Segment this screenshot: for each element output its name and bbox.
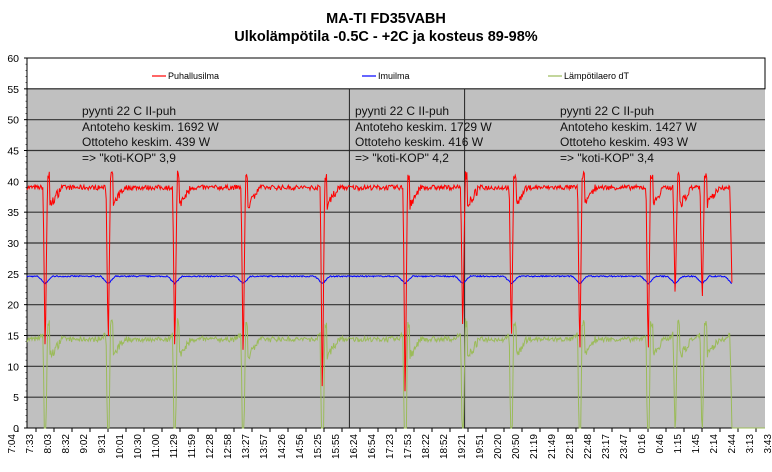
series-line-imuilma — [26, 274, 732, 285]
x-tick-label: 1:45 — [691, 434, 702, 454]
x-tick-label: 13:57 — [259, 434, 270, 459]
series-line-puhallusilma — [26, 170, 733, 392]
x-tick-label: 23:17 — [601, 434, 612, 459]
x-tick-label: 12:58 — [223, 434, 234, 459]
x-tick-label: 16:24 — [349, 434, 360, 459]
y-tick-label: 45 — [7, 146, 19, 158]
x-tick-label: 8:32 — [61, 434, 72, 454]
x-tick-label: 20:20 — [493, 434, 504, 459]
x-tick-label: 15:25 — [313, 434, 324, 459]
annotation-line: Antoteho keskim. 1729 W — [355, 119, 492, 134]
annotation-line: Ottoteho keskim. 439 W — [82, 135, 211, 149]
x-tick-label: 7:33 — [25, 434, 36, 454]
y-tick-label: 50 — [7, 115, 19, 127]
annotation-line: Antoteho keskim. 1427 W — [560, 119, 697, 134]
y-tick-label: 15 — [7, 331, 19, 343]
y-tick-label: 40 — [7, 176, 19, 188]
x-tick-label: 3:13 — [745, 434, 756, 454]
x-tick-label: 3:43 — [763, 434, 772, 454]
y-tick-label: 35 — [7, 207, 19, 219]
x-tick-label: 10:30 — [133, 434, 144, 459]
x-tick-label: 17:23 — [385, 434, 396, 459]
x-tick-label: 0:16 — [637, 434, 648, 454]
legend-label: Puhallusilma — [168, 71, 219, 81]
x-tick-label: 1:15 — [673, 434, 684, 454]
x-tick-label: 12:28 — [205, 434, 216, 459]
x-tick-label: 8:03 — [43, 434, 54, 454]
annotation-line: => "koti-KOP" 3,9 — [82, 150, 176, 165]
x-tick-label: 21:19 — [529, 434, 540, 459]
annotation-line: Ottoteho keskim. 493 W — [560, 135, 689, 149]
x-tick-label: 2:14 — [709, 434, 720, 454]
x-tick-label: 14:26 — [277, 434, 288, 459]
annotation-period-2: pyynti 22 C II-puh Antoteho keskim. 1729… — [355, 104, 492, 166]
y-tick-label: 20 — [7, 300, 19, 312]
y-tick-label: 25 — [7, 269, 19, 281]
annotation-line: Antoteho keskim. 1692 W — [82, 119, 219, 134]
x-tick-label: 2:44 — [727, 434, 738, 454]
x-tick-label: 18:22 — [421, 434, 432, 459]
x-tick-label: 15:55 — [331, 434, 342, 459]
y-tick-label: 55 — [7, 84, 19, 96]
x-tick-label: 0:46 — [655, 434, 666, 454]
y-tick-label: 30 — [7, 238, 19, 250]
annotation-line: pyynti 22 C II-puh — [82, 104, 177, 118]
annotation-line: pyynti 22 C II-puh — [355, 104, 450, 118]
y-tick-label: 5 — [13, 392, 19, 404]
x-tick-label: 17:53 — [403, 434, 414, 459]
plot-area — [27, 88, 765, 428]
x-tick-label: 22:18 — [565, 434, 576, 459]
x-tick-label: 21:49 — [547, 434, 558, 459]
x-tick-label: 11:29 — [169, 434, 180, 459]
annotation-period-3: pyynti 22 C II-puh Antoteho keskim. 1427… — [560, 104, 697, 166]
legend-label: Imuilma — [378, 71, 410, 81]
x-tick-label: 22:48 — [583, 434, 594, 459]
legend-box — [26, 57, 766, 90]
x-tick-label: 18:52 — [439, 434, 450, 459]
x-tick-label: 23:47 — [619, 434, 630, 459]
annotation-line: => "koti-KOP" 3,4 — [560, 150, 654, 165]
x-tick-label: 11:59 — [187, 434, 198, 459]
annotation-line: Ottoteho keskim. 416 W — [355, 135, 484, 149]
x-tick-label: 10:01 — [115, 434, 126, 459]
series-line-lampotilaero — [26, 318, 765, 429]
chart-title: MA-TI FD35VABH Ulkolämpötila -0.5C - +2C… — [0, 10, 772, 46]
chart-subtitle: Ulkolämpötila -0.5C - +2C ja kosteus 89-… — [234, 29, 538, 45]
x-tick-label: 7:04 — [7, 434, 18, 454]
x-tick-label: 20:50 — [511, 434, 522, 459]
x-tick-label: 9:31 — [97, 434, 108, 454]
x-tick-label: 13:27 — [241, 434, 252, 459]
legend-label: Lämpötilaero dT — [564, 71, 630, 81]
chart-title-main: MA-TI FD35VABH — [326, 11, 446, 27]
annotation-period-1: pyynti 22 C II-puh Antoteho keskim. 1692… — [82, 104, 219, 166]
x-tick-label: 14:56 — [295, 434, 306, 459]
y-tick-label: 60 — [7, 53, 19, 65]
y-tick-label: 0 — [13, 423, 19, 435]
y-tick-label: 10 — [7, 361, 19, 373]
x-tick-label: 19:21 — [457, 434, 468, 459]
annotation-line: pyynti 22 C II-puh — [560, 104, 655, 118]
annotation-line: => "koti-KOP" 4,2 — [355, 150, 449, 165]
x-tick-label: 19:51 — [475, 434, 486, 459]
x-tick-label: 16:54 — [367, 434, 378, 459]
x-tick-label: 11:00 — [151, 434, 162, 459]
x-tick-label: 9:02 — [79, 434, 90, 454]
